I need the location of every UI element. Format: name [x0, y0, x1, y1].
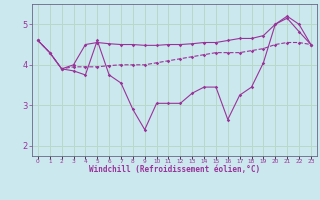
X-axis label: Windchill (Refroidissement éolien,°C): Windchill (Refroidissement éolien,°C)	[89, 165, 260, 174]
